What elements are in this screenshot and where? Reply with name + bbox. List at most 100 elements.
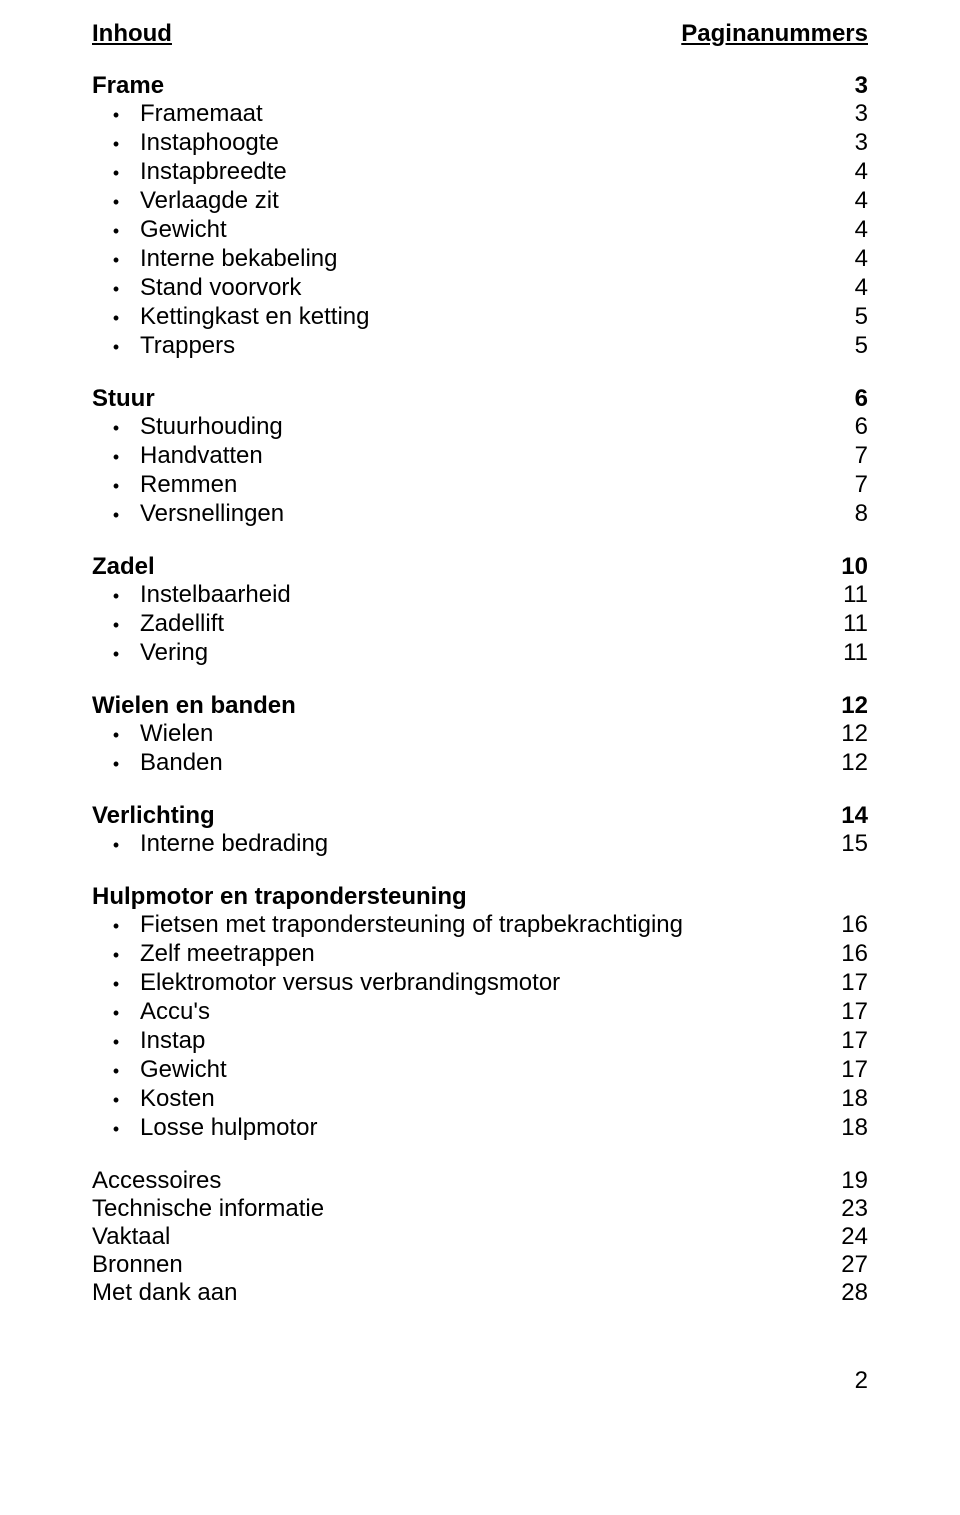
bullet-icon: • [92,501,140,529]
toc-item-page: 12 [841,720,868,748]
toc-plain-page: 27 [841,1251,868,1279]
toc-item-label: Gewicht [140,216,227,244]
toc-plain-item: Vaktaal24 [92,1223,868,1251]
toc-item-label: Wielen [140,720,213,748]
section-heading: Zadel 10 [92,553,868,581]
toc-item: •Stand voorvork4 [92,274,868,303]
toc-item-page: 4 [855,187,868,215]
bullet-icon: • [92,188,140,216]
bullet-icon: • [92,750,140,778]
toc-item: •Vering11 [92,639,868,668]
toc-item-page: 11 [843,610,868,638]
toc-item: •Instelbaarheid11 [92,581,868,610]
toc-plain-label: Bronnen [92,1251,183,1279]
toc-item-page: 5 [855,303,868,331]
toc-item-label: Verlaagde zit [140,187,279,215]
bullet-icon: • [92,159,140,187]
section-heading: Hulpmotor en trapondersteuning [92,883,868,911]
toc-item-left: •Versnellingen [92,500,284,529]
section-page: 12 [841,692,868,720]
toc-item-page: 18 [841,1114,868,1142]
header-right: Paginanummers [681,20,868,48]
toc-item-left: •Kosten [92,1085,215,1114]
toc-item-page: 11 [843,639,868,667]
page-number: 2 [92,1367,868,1395]
toc-item-left: •Framemaat [92,100,263,129]
toc-item-page: 15 [841,830,868,858]
toc-item-label: Zelf meetrappen [140,940,315,968]
toc-item-page: 17 [841,998,868,1026]
bullet-icon: • [92,217,140,245]
toc-item-left: •Fietsen met trapondersteuning of trapbe… [92,911,683,940]
toc-item: •Gewicht17 [92,1056,868,1085]
bullet-icon: • [92,101,140,129]
toc-item: •Framemaat 3 [92,100,868,129]
toc-item-left: •Interne bekabeling [92,245,337,274]
toc-item-label: Instap [140,1027,205,1055]
toc-item: •Kosten18 [92,1085,868,1114]
bullet-icon: • [92,443,140,471]
toc-plain-page: 28 [841,1279,868,1307]
toc-item-left: •Elektromotor versus verbrandingsmotor [92,969,560,998]
toc-item-left: •Zadellift [92,610,224,639]
toc-item-page: 3 [855,100,868,128]
bullet-icon: • [92,275,140,303]
toc-item-page: 17 [841,1056,868,1084]
toc-plain-body: Accessoires19Technische informatie23Vakt… [92,1167,868,1307]
section-title: Hulpmotor en trapondersteuning [92,883,467,911]
bullet-icon: • [92,130,140,158]
toc-plain-item: Bronnen 27 [92,1251,868,1279]
toc-item: •Versnellingen 8 [92,500,868,529]
toc-item-page: 7 [855,442,868,470]
toc-item-left: •Instelbaarheid [92,581,291,610]
toc-item: •Kettingkast en ketting5 [92,303,868,332]
toc-item: •Losse hulpmotor 18 [92,1114,868,1143]
toc-item-left: •Losse hulpmotor [92,1114,317,1143]
toc-item: •Zadellift 11 [92,610,868,639]
toc-item-left: •Instap [92,1027,205,1056]
toc-item: •Handvatten 7 [92,442,868,471]
toc-item-label: Instelbaarheid [140,581,291,609]
section-heading: Verlichting14 [92,802,868,830]
toc-item: •Gewicht 4 [92,216,868,245]
toc-item-page: 4 [855,158,868,186]
toc-plain-page: 19 [841,1167,868,1195]
bullet-icon: • [92,912,140,940]
toc-item-page: 7 [855,471,868,499]
toc-item-label: Handvatten [140,442,263,470]
toc-item-label: Fietsen met trapondersteuning of trapbek… [140,911,683,939]
bullet-icon: • [92,970,140,998]
section-title: Zadel [92,553,155,581]
toc-item: •Stuurhouding6 [92,413,868,442]
section-page: 10 [841,553,868,581]
toc-item: •Elektromotor versus verbrandingsmotor17 [92,969,868,998]
toc-item-label: Banden [140,749,223,777]
toc-item-left: •Instapbreedte [92,158,287,187]
toc-item-page: 4 [855,216,868,244]
toc-item-left: •Interne bedrading [92,830,328,859]
toc-item: •Accu's17 [92,998,868,1027]
section-heading: Wielen en banden 12 [92,692,868,720]
toc-item-page: 8 [855,500,868,528]
toc-item-label: Versnellingen [140,500,284,528]
toc-item: •Interne bedrading 15 [92,830,868,859]
toc-item-page: 12 [841,749,868,777]
toc-plain-page: 23 [841,1195,868,1223]
toc-item-label: Stand voorvork [140,274,301,302]
toc-item-label: Gewicht [140,1056,227,1084]
toc-item-page: 4 [855,245,868,273]
toc-item-page: 3 [855,129,868,157]
bullet-icon: • [92,640,140,668]
toc-item-left: •Handvatten [92,442,263,471]
toc-plain-page: 24 [841,1223,868,1251]
toc-item-left: •Trappers [92,332,235,361]
bullet-icon: • [92,611,140,639]
section-title: Wielen en banden [92,692,296,720]
toc-item-left: •Stuurhouding [92,413,283,442]
bullet-icon: • [92,831,140,859]
toc-item-page: 16 [841,940,868,968]
toc-item-label: Instaphoogte [140,129,279,157]
section-title: Verlichting [92,802,215,830]
toc-plain-label: Met dank aan [92,1279,237,1307]
toc-plain-item: Technische informatie23 [92,1195,868,1223]
